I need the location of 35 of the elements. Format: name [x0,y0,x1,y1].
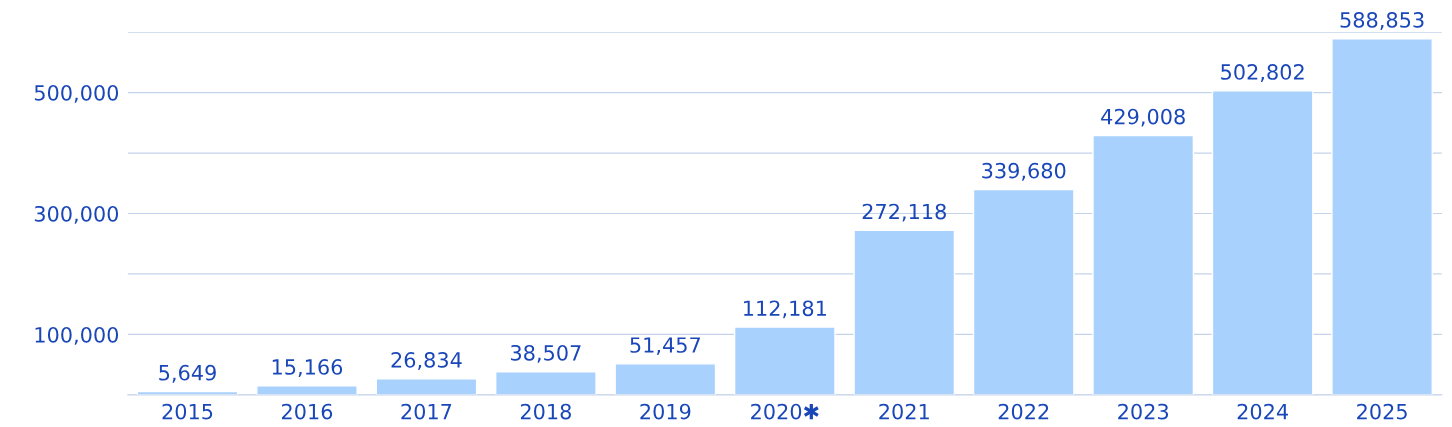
x-tick-label: 2017 [401,403,452,420]
bar [375,378,478,395]
data-label: 15,166 [272,359,343,377]
x-tick-label: 2025 [1357,403,1407,420]
data-label: 26,834 [391,352,462,370]
data-label: 112,181 [744,300,826,319]
data-label: 51,457 [630,337,701,355]
bar [495,370,597,395]
bar [1211,90,1314,395]
data-label: 272,118 [862,203,946,222]
x-tick-label: 2016 [281,403,333,420]
x-tick-label: 2018 [520,403,571,420]
data-label: 588,853 [1340,12,1424,30]
y-tick-label: 300,000 [34,205,119,224]
x-tick-label: 2020✱ [751,403,819,420]
bar [733,326,836,395]
x-tick-label: 2024 [1237,403,1288,420]
data-label: 5,649 [159,364,216,383]
data-label: 502,802 [1221,64,1304,82]
data-label: 38,507 [511,344,581,363]
x-tick-label: 2023 [1118,403,1169,420]
x-tick-label: 2021 [879,403,929,420]
x-tick-label: 2019 [640,403,691,420]
y-tick-label: 100,000 [35,326,119,345]
data-label: 429,008 [1101,108,1185,127]
x-tick-label: 2022 [998,403,1049,420]
x-tick-label: 2015 [162,403,213,420]
data-label: 339,680 [982,162,1066,181]
bar [1331,38,1433,395]
bar [853,229,956,395]
y-tick-label: 500,000 [34,84,119,103]
bar [972,188,1075,395]
bar [1092,134,1195,395]
bar [614,363,717,395]
bar [256,385,358,395]
